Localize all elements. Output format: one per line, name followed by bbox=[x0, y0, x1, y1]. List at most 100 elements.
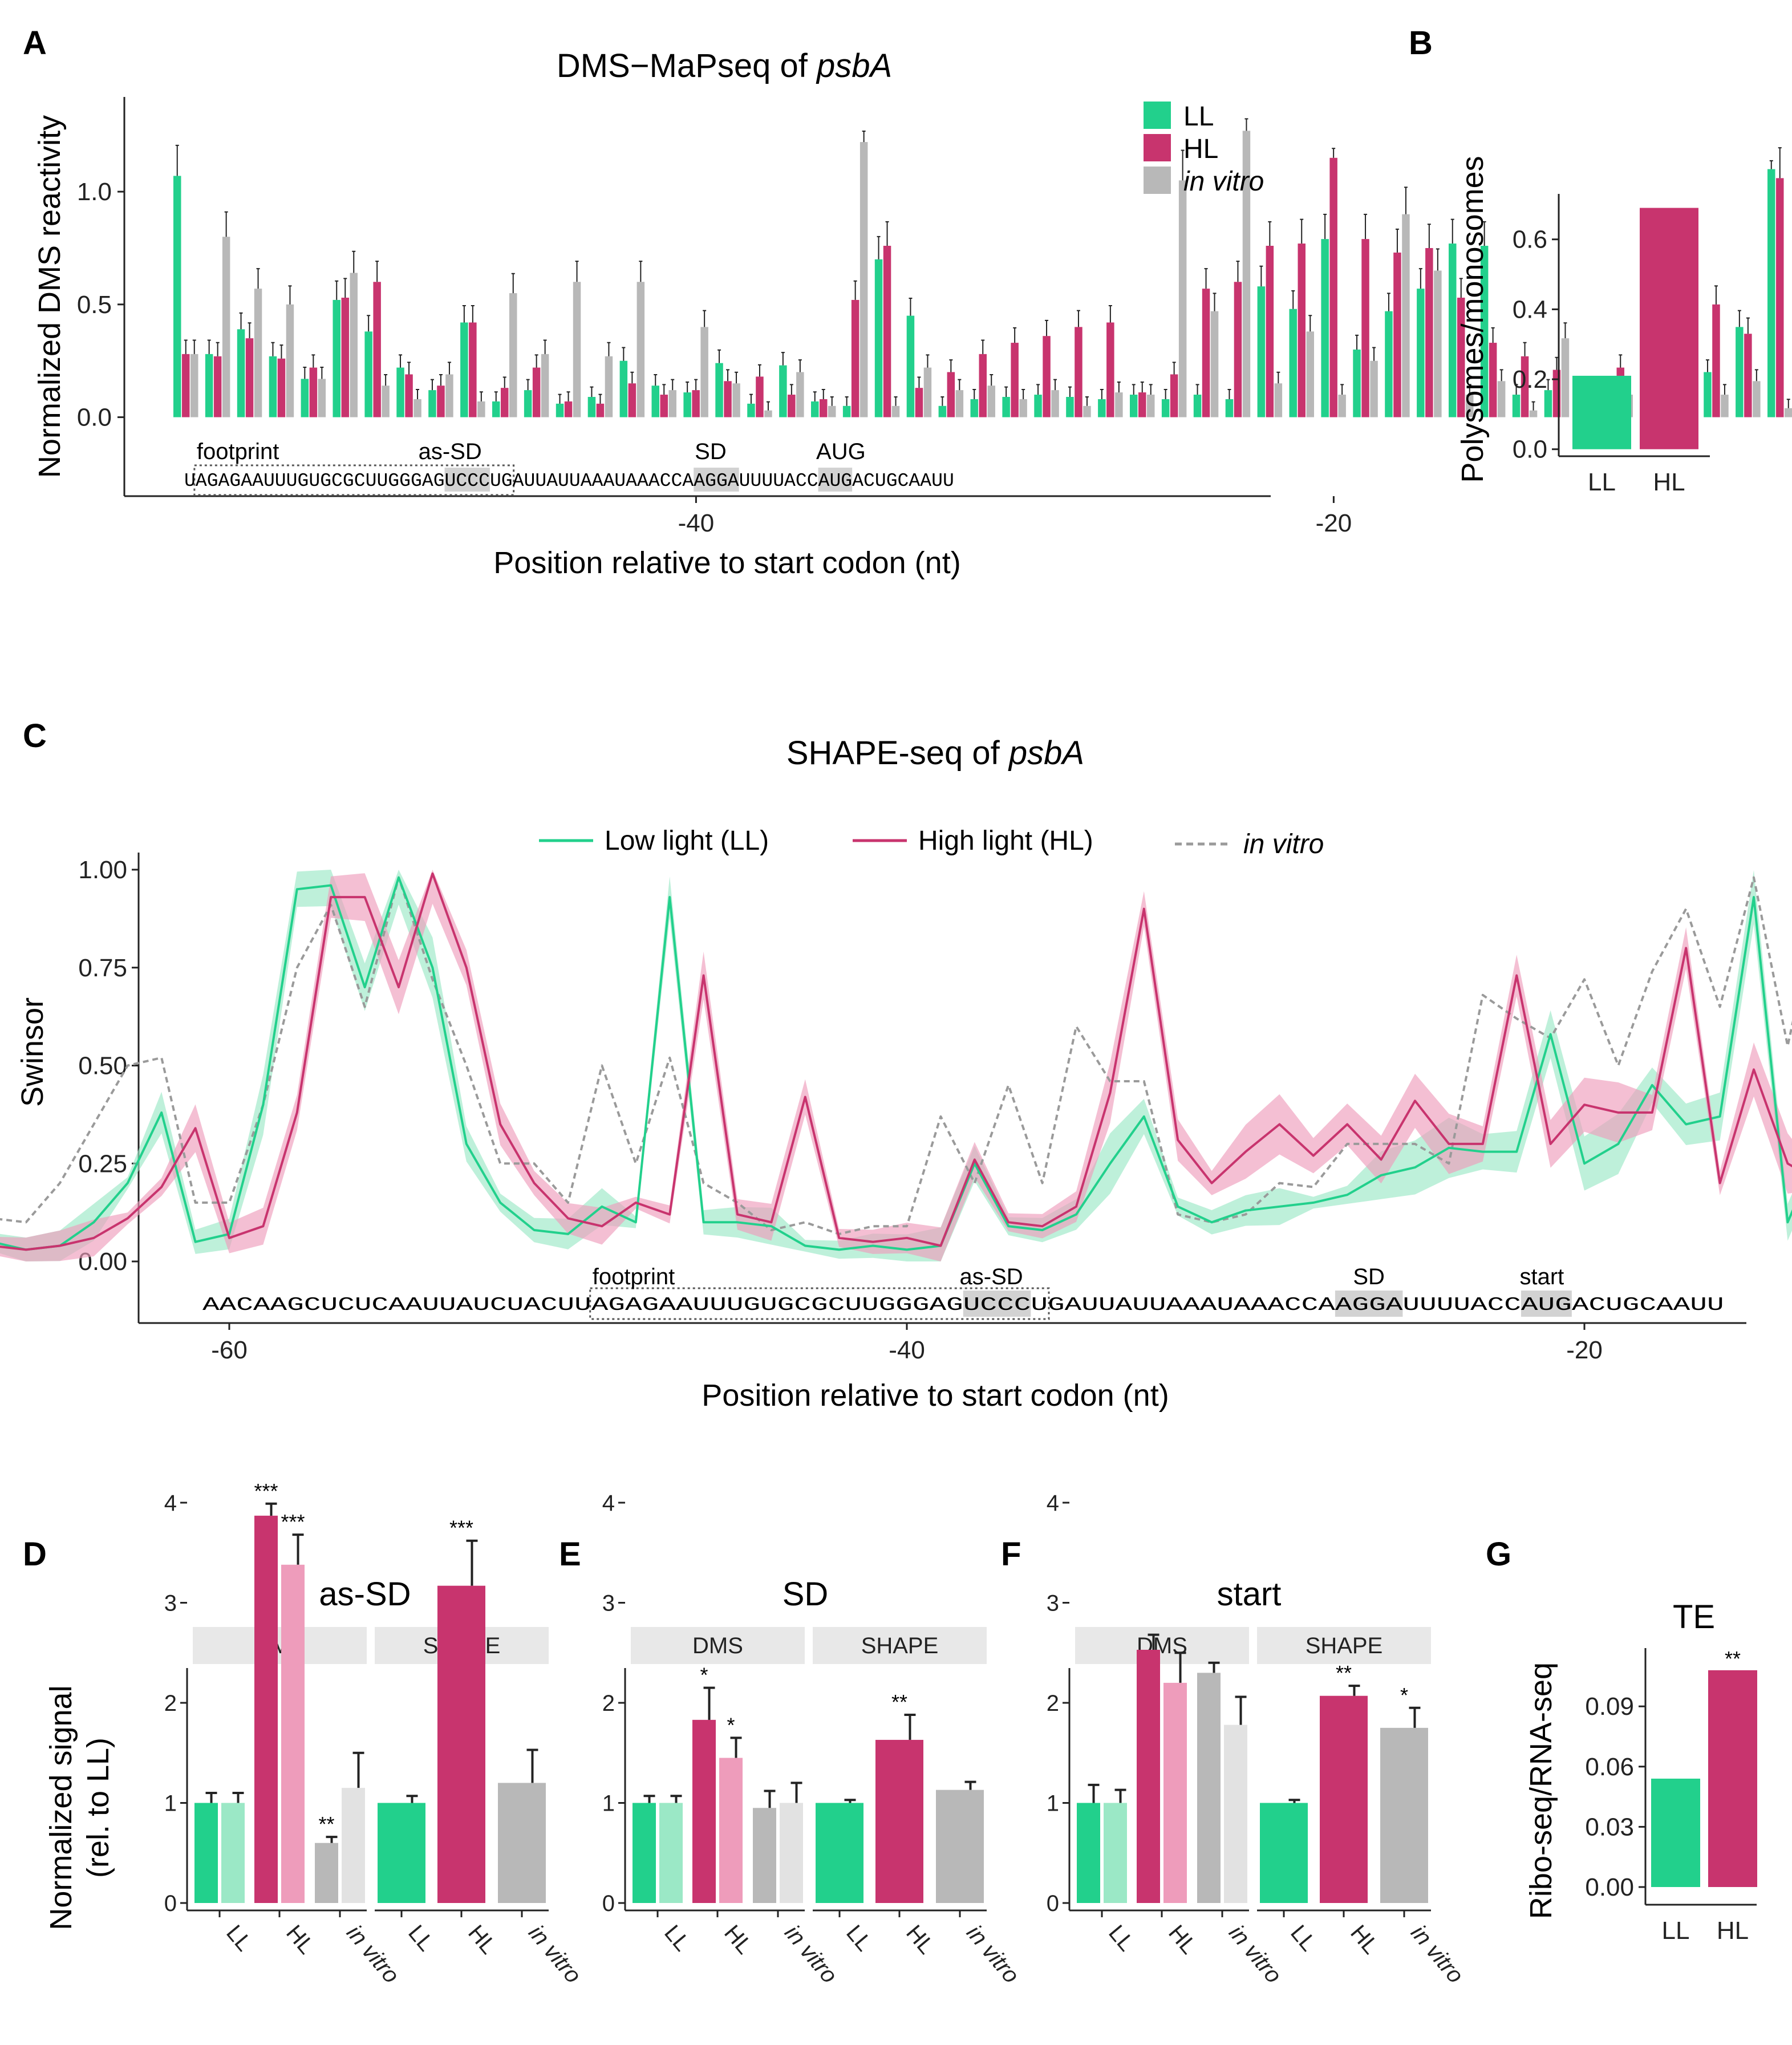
panel-a-errbar-invitro bbox=[1722, 384, 1726, 395]
panel-a-bar-invitro bbox=[318, 379, 326, 417]
panel-a-footprint-box bbox=[193, 464, 515, 496]
panel-a-bar-hl bbox=[915, 388, 923, 417]
panel-a-errbar-ll bbox=[845, 396, 849, 406]
panel-d-errbar bbox=[352, 1751, 364, 1788]
panel-d-ytick-label: 4 bbox=[164, 1491, 177, 1516]
panel-a-xlabel: Position relative to start codon (nt) bbox=[493, 546, 960, 580]
panel-a-bar-ll bbox=[811, 401, 819, 417]
panel-a-bar-hl bbox=[660, 395, 668, 417]
panel-f-strip-shape bbox=[1257, 1627, 1431, 1664]
panel-a-errbar-ll bbox=[399, 354, 403, 368]
panel-a-bar-hl bbox=[1457, 297, 1465, 417]
panel-a-errbar-invitro bbox=[1467, 384, 1471, 395]
panel-a-errbar-ll bbox=[1068, 386, 1072, 397]
panel-a-errbar-invitro bbox=[479, 391, 483, 401]
panel-c-legend: Low light (LL) High light (HL) in vitro bbox=[539, 826, 1324, 859]
panel-a-errbar-invitro bbox=[958, 379, 962, 391]
panel-a-bar-hl bbox=[501, 388, 509, 417]
legend-label-hl-c: High light (HL) bbox=[918, 826, 1093, 856]
panel-a-errbar-hl bbox=[630, 371, 634, 384]
panel-a-errbar-ll bbox=[1195, 384, 1199, 395]
panel-a-errbar-hl bbox=[1268, 221, 1272, 246]
panel-d-ylabel-line1: Normalized signal bbox=[44, 1685, 78, 1930]
panel-a-bar-hl bbox=[883, 246, 891, 417]
panel-a-errbar-invitro bbox=[926, 354, 930, 368]
panel-a-bar-invitro bbox=[1210, 311, 1219, 417]
panel-a-errbar-hl bbox=[757, 364, 761, 377]
panel-d-errbar bbox=[326, 1836, 338, 1843]
panel-a-errbar-ll bbox=[909, 297, 913, 316]
panel-a-bar-hl bbox=[341, 297, 349, 417]
panel-e-bar bbox=[659, 1803, 683, 1903]
panel-a-errbar-invitro bbox=[894, 396, 898, 406]
panel-a-bar-hl bbox=[947, 372, 955, 417]
panel-f-ytick-label: 0 bbox=[1047, 1891, 1059, 1916]
panel-a-bar-invitro bbox=[1785, 408, 1792, 417]
panel-a-bar-invitro bbox=[445, 374, 453, 417]
panel-a-bar-invitro bbox=[573, 282, 581, 417]
panel-a-bar-ll bbox=[1385, 311, 1393, 417]
panel-e-xtick-label: HL bbox=[901, 1921, 939, 1959]
panel-d-bar bbox=[221, 1803, 245, 1903]
panel-a-errbar-invitro bbox=[1181, 149, 1185, 181]
panel-a-errbar-hl bbox=[1364, 213, 1368, 240]
panel-a-bar-invitro bbox=[732, 383, 740, 417]
panel-a-errbar-invitro bbox=[639, 261, 643, 282]
panel-a-xtick-label: -20 bbox=[1316, 509, 1352, 537]
panel-e-xtick-label: HL bbox=[719, 1921, 757, 1959]
panel-g-title: TE bbox=[1673, 1598, 1715, 1636]
panel-a-errbar-hl bbox=[566, 391, 570, 401]
panel-a-errbar-invitro bbox=[862, 130, 866, 143]
panel-e-ytick-label: 1 bbox=[602, 1791, 615, 1816]
panel-a-errbar-ll bbox=[1355, 334, 1359, 350]
panel-b-bar-hl bbox=[1640, 208, 1698, 449]
panel-c-seq-highlight-sd bbox=[1335, 1291, 1403, 1317]
panel-e-ytick-label: 2 bbox=[602, 1691, 615, 1716]
panel-a-bar-invitro bbox=[190, 354, 198, 417]
panel-c-sequence: AACAAGCUCUCAAUUAUCUACUUAGAGAAUUUGUGCGCUU… bbox=[202, 1295, 1724, 1316]
panel-b-letter: B bbox=[1409, 25, 1433, 62]
panel-a-bar-invitro bbox=[1306, 331, 1314, 417]
panel-a-errbar-ll bbox=[430, 379, 434, 391]
panel-a-bar-ll bbox=[1161, 399, 1170, 417]
panel-a-bar-ll bbox=[970, 399, 978, 417]
panel-e-errbar bbox=[904, 1714, 916, 1740]
panel-a-bar-invitro bbox=[222, 237, 230, 417]
panel-a-errbar-hl bbox=[821, 388, 825, 399]
panel-a-bar-ll bbox=[779, 365, 787, 417]
panel-a-errbar-invitro bbox=[288, 285, 292, 305]
panel-a-bar-ll bbox=[1512, 395, 1521, 417]
panel-f-bar bbox=[1137, 1649, 1160, 1903]
panel-a-errbar-ll bbox=[303, 367, 307, 379]
panel-a-errbar-hl bbox=[694, 379, 698, 391]
panel-d-ytick-label: 0 bbox=[164, 1891, 177, 1916]
panel-a-seq-highlight-sd bbox=[694, 468, 739, 492]
panel-b-ytick-label: 0.0 bbox=[1513, 436, 1547, 464]
panel-a-errbar-hl bbox=[1108, 305, 1112, 323]
panel-a-errbar-hl bbox=[1140, 382, 1144, 393]
panel-a-errbar-ll bbox=[1769, 160, 1773, 169]
panel-c-plot: 0.000.250.500.751.00-80-60-40-200AACAAGC… bbox=[0, 853, 1792, 1364]
panel-e-significance: * bbox=[727, 1713, 735, 1736]
panel-a-bar-hl bbox=[851, 299, 859, 417]
panel-e-bar bbox=[753, 1808, 776, 1903]
panel-d-bar bbox=[378, 1803, 425, 1903]
panel-a-errbar-hl bbox=[1714, 285, 1718, 305]
panel-a-bar-invitro bbox=[541, 354, 549, 417]
panel-a-bar-hl bbox=[245, 338, 254, 417]
panel-a-errbar-ll bbox=[686, 382, 690, 393]
panel-a-seq-highlight-aug bbox=[818, 468, 853, 492]
panel-a-bar-hl bbox=[979, 354, 987, 417]
panel-d-ytick-label: 2 bbox=[164, 1691, 177, 1716]
panel-a-bar-invitro bbox=[1561, 338, 1570, 417]
panel-d-strip-dms bbox=[193, 1627, 367, 1664]
panel-d-ytick-label: 3 bbox=[164, 1591, 177, 1616]
panel-f-xtick-label: LL bbox=[1104, 1921, 1139, 1956]
panel-a-errbar-hl bbox=[439, 374, 443, 386]
panel-a-bar-invitro bbox=[1529, 410, 1538, 417]
panel-a-bar-ll bbox=[1417, 289, 1425, 417]
panel-a-bar-hl bbox=[1266, 246, 1274, 417]
panel-a-bar-ll bbox=[269, 356, 277, 417]
panel-a-errbar-hl bbox=[598, 393, 602, 404]
panel-c-label-start: start bbox=[1519, 1264, 1564, 1289]
